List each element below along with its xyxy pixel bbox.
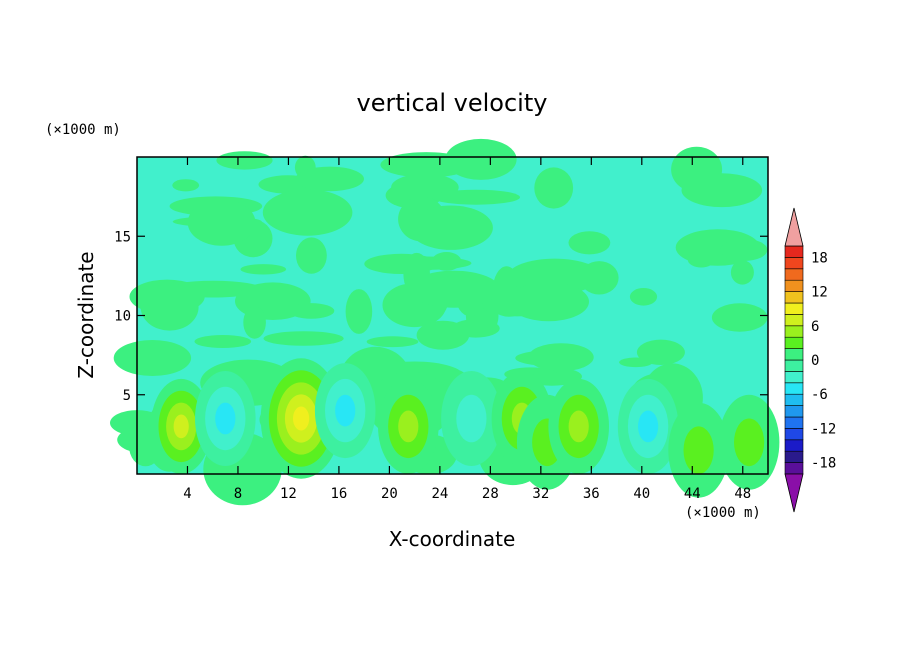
- weak-updraft-patch: [296, 237, 327, 274]
- weak-updraft-patch: [534, 167, 574, 209]
- weak-updraft-patch: [671, 146, 723, 193]
- weak-updraft-patch: [140, 283, 199, 331]
- weak-updraft-patch: [187, 199, 256, 246]
- updraft-contour: [568, 410, 589, 443]
- colorbar-segment: [784, 462, 804, 475]
- colorbar-segment: [784, 416, 804, 429]
- updraft-contour: [398, 410, 419, 443]
- weak-updraft-patch: [508, 282, 589, 322]
- x-tick-label: 20: [381, 486, 398, 502]
- downdraft-contour: [215, 402, 236, 435]
- y-unit-label: (×1000 m): [45, 122, 121, 138]
- colorbar: 18 12 6 0 -6 -12 -18: [784, 207, 836, 513]
- y-tick-label: 10: [114, 309, 131, 325]
- plot-area: [110, 138, 780, 506]
- updraft-contour: [173, 414, 189, 439]
- colorbar-segment: [784, 348, 804, 361]
- weak-updraft-patch: [568, 231, 611, 255]
- weak-updraft-patch: [408, 270, 500, 308]
- x-tick-label: 12: [280, 486, 297, 502]
- x-tick-label: 40: [633, 486, 650, 502]
- colorbar-segment: [784, 439, 804, 452]
- weak-updraft-patch: [262, 189, 353, 236]
- colorbar-tick-label: 18: [811, 250, 828, 266]
- weak-updraft-patch: [345, 289, 373, 334]
- colorbar-segment: [784, 336, 804, 349]
- colorbar-segment: [784, 268, 804, 281]
- y-tick-label: 15: [114, 229, 131, 245]
- downdraft-contour: [335, 394, 356, 427]
- weak-updraft-patch: [636, 339, 685, 365]
- weak-updraft-patch: [172, 179, 200, 192]
- colorbar-tick-label: 12: [811, 285, 828, 301]
- x-tick-label: 28: [482, 486, 499, 502]
- weak-updraft-patch: [194, 335, 252, 348]
- colorbar-segment: [784, 405, 804, 418]
- x-tick-label: 4: [183, 486, 191, 502]
- updraft-contour: [734, 418, 765, 467]
- weak-updraft-patch: [243, 306, 266, 339]
- x-axis-ticks: 4 8 12 16 20 24 28 32 36 40 44 48: [183, 157, 751, 502]
- colorbar-segment: [784, 245, 804, 258]
- colorbar-segment: [784, 371, 804, 384]
- weak-updraft-patch: [730, 260, 754, 285]
- colorbar-segment: [784, 257, 804, 270]
- x-tick-label: 16: [330, 486, 347, 502]
- updraft-contour: [293, 406, 310, 431]
- downdraft-contour: [456, 394, 487, 443]
- downdraft-contour: [638, 410, 659, 443]
- colorbar-segment: [784, 450, 804, 463]
- x-tick-label: 24: [431, 486, 448, 502]
- weak-updraft-patch: [445, 138, 517, 180]
- colorbar-segment: [784, 393, 804, 406]
- weak-updraft-patch: [515, 350, 591, 367]
- weak-updraft-patch: [629, 288, 658, 306]
- colorbar-segment: [784, 291, 804, 304]
- y-tick-label: 5: [123, 388, 131, 404]
- colorbar-segment: [784, 382, 804, 395]
- weak-updraft-patch: [288, 303, 335, 319]
- weak-updraft-patch: [295, 166, 365, 192]
- y-axis-label: Z-coordinate: [74, 251, 98, 378]
- weak-updraft-patch: [263, 331, 344, 346]
- colorbar-tick-label: -12: [811, 421, 836, 437]
- colorbar-tick-label: -6: [811, 387, 828, 403]
- weak-updraft-patch: [579, 261, 619, 295]
- weak-updraft-patch: [366, 336, 419, 348]
- weak-updraft-patch: [378, 256, 472, 270]
- weak-updraft-patch: [431, 189, 520, 205]
- colorbar-under-arrow: [784, 473, 804, 513]
- x-tick-label: 36: [583, 486, 600, 502]
- colorbar-tick-label: 6: [811, 319, 819, 335]
- x-tick-label: 8: [234, 486, 242, 502]
- colorbar-tick-label: 0: [811, 353, 819, 369]
- weak-updraft-patch: [451, 319, 500, 338]
- x-tick-label: 48: [734, 486, 751, 502]
- colorbar-segment: [784, 314, 804, 327]
- x-tick-label: 32: [532, 486, 549, 502]
- updraft-contour: [683, 426, 714, 475]
- weak-updraft-patch: [711, 303, 768, 332]
- weak-updraft-patch: [240, 264, 287, 275]
- weak-updraft-patch: [720, 238, 768, 261]
- colorbar-segment: [784, 325, 804, 338]
- x-tick-label: 44: [684, 486, 701, 502]
- x-unit-label: (×1000 m): [685, 505, 761, 521]
- colorbar-segment: [784, 279, 804, 292]
- colorbar-segment: [784, 428, 804, 441]
- weak-updraft-patch: [216, 151, 273, 170]
- y-axis-ticks: 5 10 15: [114, 229, 768, 404]
- colorbar-over-arrow: [784, 207, 804, 247]
- contour-field: [110, 138, 780, 506]
- weak-updraft-patch: [409, 205, 493, 250]
- chart-title: vertical velocity: [357, 89, 548, 117]
- colorbar-tick-label: -18: [811, 456, 836, 472]
- colorbar-segment: [784, 302, 804, 315]
- colorbar-segment: [784, 359, 804, 372]
- weak-updraft-patch: [113, 340, 192, 376]
- x-axis-label: X-coordinate: [389, 527, 516, 551]
